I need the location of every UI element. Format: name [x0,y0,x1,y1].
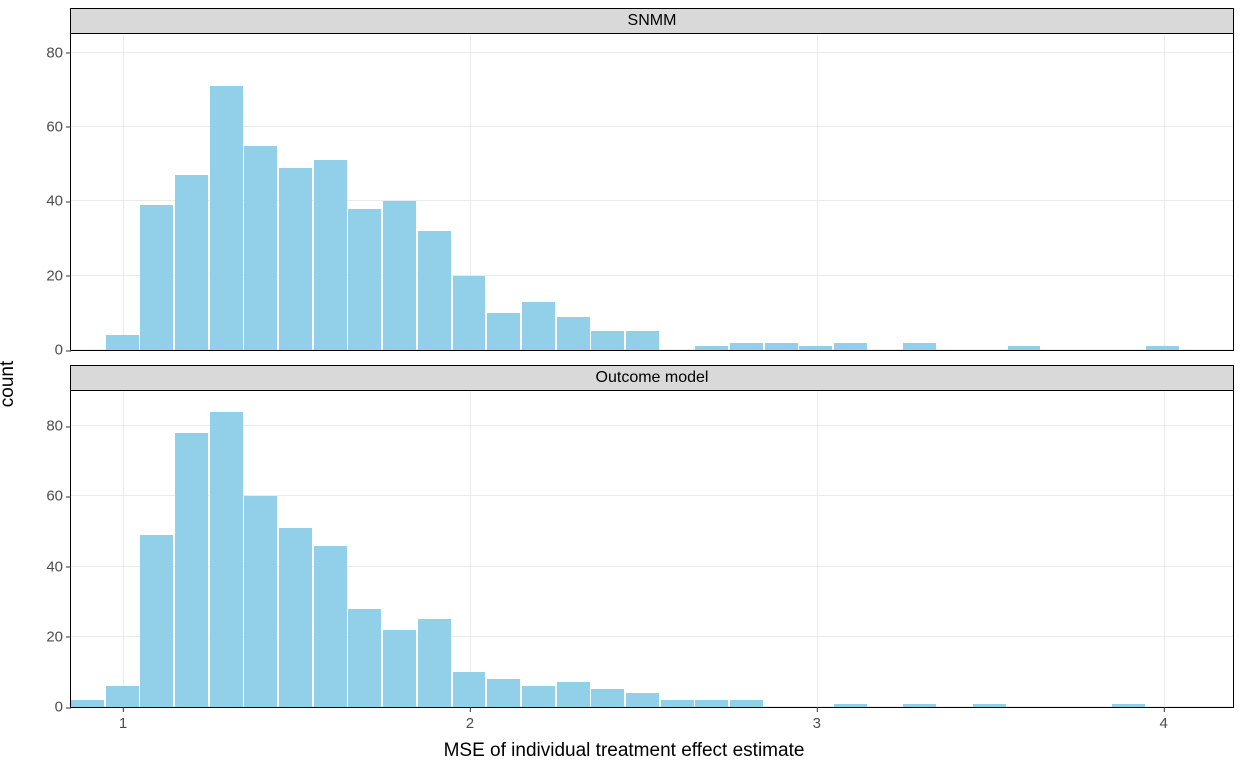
faceted-histogram-figure: count MSE of individual treatment effect… [0,0,1248,768]
histogram-bar [661,700,694,707]
histogram-bar [903,343,936,350]
histogram-bar [834,704,867,708]
histogram-bar [453,672,486,707]
y-axis-label: count [0,361,19,407]
histogram-bar [730,343,763,350]
panel-outcome: Outcome model0204060801234 [70,365,1234,708]
histogram-bar [765,343,798,350]
y-tick-label: 0 [55,342,71,359]
histogram-bar [903,704,936,708]
histogram-bar [314,546,347,708]
x-axis-label: MSE of individual treatment effect estim… [444,740,805,762]
x-tick-label: 4 [1159,707,1167,732]
histogram-bar [279,528,312,707]
histogram-bar [973,704,1006,708]
histogram-bar [244,146,277,350]
y-tick-label: 40 [46,193,71,210]
panel-snmm: SNMM020406080 [70,8,1234,351]
histogram-bar [453,276,486,350]
histogram-bar [106,686,139,707]
histogram-bar [244,496,277,707]
plot-area: 0204060801234 [70,390,1234,708]
y-tick-label: 0 [55,699,71,716]
histogram-bar [626,693,659,707]
histogram-bar [383,630,416,707]
histogram-bar [1146,346,1179,350]
histogram-bar [799,346,832,350]
histogram-bar [348,209,381,350]
histogram-bar [522,686,555,707]
histogram-bar [522,302,555,350]
y-tick-label: 60 [46,118,71,135]
y-tick-label: 60 [46,488,71,505]
histogram-bar [418,231,451,350]
histogram-bar [140,535,173,707]
histogram-bar [418,619,451,707]
histogram-bar [210,86,243,350]
facet-strip: SNMM [70,8,1234,33]
histogram-bar [487,313,520,350]
histogram-bar [348,609,381,707]
histogram-bar [591,331,624,350]
histogram-bar [175,433,208,707]
histogram-bar [71,700,104,707]
histogram-bar [591,689,624,707]
facet-strip: Outcome model [70,365,1234,390]
histogram-bar [695,700,728,707]
histogram-bar [175,175,208,350]
x-tick-label: 1 [119,707,127,732]
histogram-bar [1008,346,1041,350]
histogram-bar [695,346,728,350]
x-tick-label: 2 [466,707,474,732]
bars-layer [71,34,1233,350]
histogram-bar [140,205,173,350]
histogram-bar [557,682,590,707]
y-tick-label: 80 [46,44,71,61]
histogram-bar [487,679,520,707]
histogram-bar [279,168,312,350]
y-tick-label: 40 [46,558,71,575]
panels-container: SNMM020406080Outcome model0204060801234 [70,8,1234,708]
y-tick-label: 20 [46,628,71,645]
y-tick-label: 80 [46,418,71,435]
histogram-bar [383,201,416,350]
histogram-bar [314,160,347,350]
histogram-bar [106,335,139,350]
x-tick-label: 3 [813,707,821,732]
bars-layer [71,391,1233,707]
histogram-bar [210,412,243,707]
histogram-bar [557,317,590,350]
histogram-bar [730,700,763,707]
histogram-bar [626,331,659,350]
histogram-bar [834,343,867,350]
y-tick-label: 20 [46,267,71,284]
plot-area: 020406080 [70,33,1234,351]
histogram-bar [1112,704,1145,708]
